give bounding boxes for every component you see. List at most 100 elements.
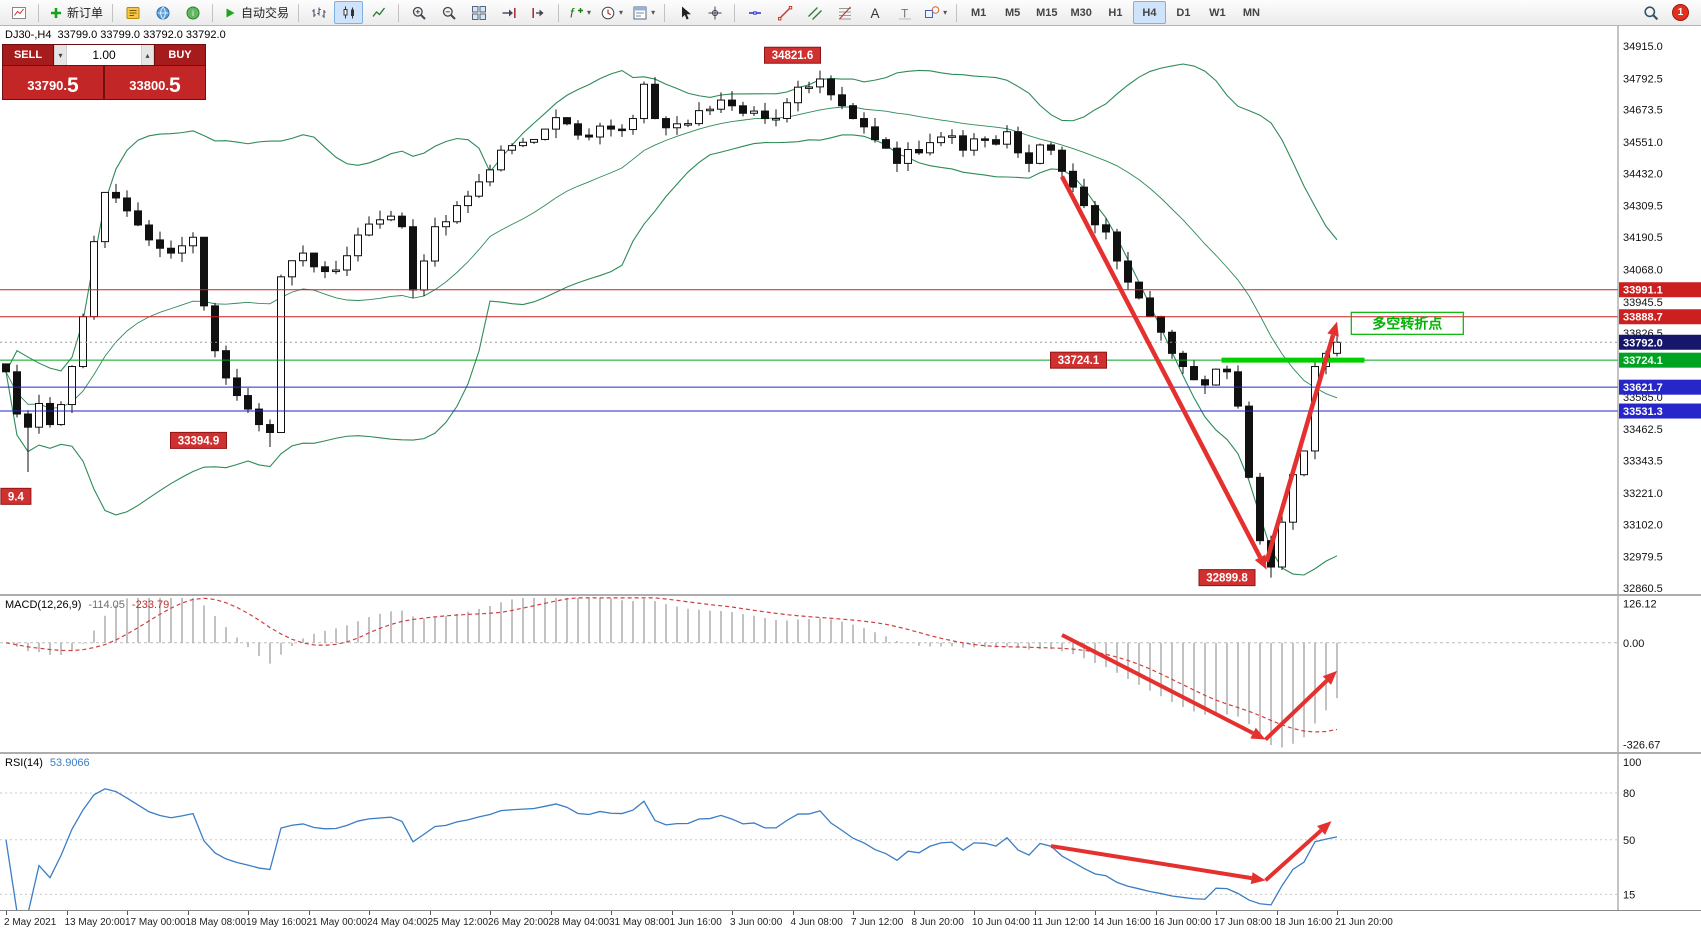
timeframe-m1[interactable]: M1 bbox=[962, 1, 995, 24]
sell-price[interactable]: 33790.5 bbox=[3, 66, 105, 99]
time-axis-label: 17 Jun 08:00 bbox=[1214, 917, 1272, 928]
turning-point-label[interactable]: 多空转折点 bbox=[1351, 312, 1463, 334]
crosshair-icon bbox=[707, 5, 723, 21]
channel-icon bbox=[807, 5, 823, 21]
svg-text:33792.0: 33792.0 bbox=[1623, 337, 1663, 349]
timeframe-h4[interactable]: H4 bbox=[1133, 1, 1166, 24]
crosshair-button[interactable] bbox=[700, 1, 729, 24]
metaeditor-button[interactable] bbox=[118, 1, 147, 24]
chart-shift-icon bbox=[531, 5, 547, 21]
trendline-icon bbox=[777, 5, 793, 21]
buy-button[interactable]: BUY bbox=[155, 45, 205, 65]
time-axis-label: 17 May 00:00 bbox=[125, 917, 186, 928]
trendline-button[interactable] bbox=[770, 1, 799, 24]
macd-canvas[interactable]: 126.120.00-326.67 bbox=[0, 596, 1701, 752]
shapes-button[interactable]: ▾ bbox=[920, 1, 951, 24]
timeframe-m5[interactable]: M5 bbox=[996, 1, 1029, 24]
periods-button[interactable]: ▾ bbox=[596, 1, 627, 24]
time-tick bbox=[490, 911, 491, 915]
time-tick bbox=[1216, 911, 1217, 915]
svg-text:i: i bbox=[192, 9, 194, 18]
templates-button[interactable]: ▾ bbox=[628, 1, 659, 24]
timeframe-w1[interactable]: W1 bbox=[1201, 1, 1234, 24]
svg-text:A: A bbox=[870, 6, 879, 21]
time-axis-label: 31 May 08:00 bbox=[609, 917, 670, 928]
search-icon bbox=[1643, 5, 1659, 21]
rsi-value: 53.9066 bbox=[50, 757, 90, 769]
price-scale-badge: 33792.0 bbox=[1619, 335, 1701, 350]
community-icon: i bbox=[185, 5, 201, 21]
price-scale-badge: 33531.3 bbox=[1619, 404, 1701, 419]
timeframe-mn[interactable]: MN bbox=[1235, 1, 1268, 24]
price-annotation-label[interactable]: 9.4 bbox=[1, 488, 31, 504]
price-scale-tick: 34551.0 bbox=[1623, 137, 1663, 149]
price-annotation-label[interactable]: 32899.8 bbox=[1199, 570, 1255, 586]
price-annotation-label[interactable]: 33724.1 bbox=[1051, 352, 1107, 368]
time-tick bbox=[974, 911, 975, 915]
time-axis-label: 2 May 2021 bbox=[4, 917, 56, 928]
price-chart-canvas[interactable]: 34821.633394.933724.132899.89.4多空转折点3491… bbox=[0, 26, 1701, 594]
toolbar-separator bbox=[956, 4, 957, 22]
trend-arrow[interactable] bbox=[1266, 821, 1332, 880]
hline-icon bbox=[747, 5, 763, 21]
chart-line-button[interactable] bbox=[364, 1, 393, 24]
time-axis-label: 14 Jun 16:00 bbox=[1093, 917, 1151, 928]
notifications-badge[interactable]: 1 bbox=[1672, 4, 1689, 21]
hline-button[interactable] bbox=[740, 1, 769, 24]
new-chart-button[interactable] bbox=[4, 1, 33, 24]
buy-price[interactable]: 33800.5 bbox=[105, 66, 205, 99]
market-button[interactable] bbox=[148, 1, 177, 24]
timeframe-m30[interactable]: M30 bbox=[1065, 1, 1098, 24]
trend-arrow[interactable] bbox=[1062, 635, 1266, 740]
fibonacci-button[interactable] bbox=[830, 1, 859, 24]
price-scale-tick: 34190.5 bbox=[1623, 232, 1663, 244]
toolbar-separator bbox=[298, 4, 299, 22]
tile-windows-icon bbox=[471, 5, 487, 21]
indicators-button[interactable]: f▾ bbox=[564, 1, 595, 24]
text-icon: A bbox=[867, 5, 883, 21]
community-button[interactable]: i bbox=[178, 1, 207, 24]
sell-button[interactable]: SELL bbox=[3, 45, 53, 65]
symbol-period: DJ30-,H4 bbox=[5, 29, 51, 41]
indicators-icon: f bbox=[568, 5, 584, 21]
price-annotation-label[interactable]: 34821.6 bbox=[765, 47, 821, 63]
svg-text:33531.3: 33531.3 bbox=[1623, 406, 1663, 418]
tile-windows-button[interactable] bbox=[464, 1, 493, 24]
chart-bars-button[interactable] bbox=[304, 1, 333, 24]
timeframe-m15[interactable]: M15 bbox=[1030, 1, 1063, 24]
label-button[interactable]: T bbox=[890, 1, 919, 24]
time-tick bbox=[1277, 911, 1278, 915]
time-tick bbox=[611, 911, 612, 915]
new-order-button[interactable]: 新订单 bbox=[44, 1, 107, 24]
volume-input[interactable] bbox=[67, 45, 141, 65]
time-axis-label: 19 May 16:00 bbox=[246, 917, 307, 928]
time-axis-label: 1 Jun 16:00 bbox=[670, 917, 722, 928]
search-button[interactable] bbox=[1636, 1, 1665, 24]
auto-scroll-button[interactable] bbox=[494, 1, 523, 24]
channel-button[interactable] bbox=[800, 1, 829, 24]
text-button[interactable]: A bbox=[860, 1, 889, 24]
zoom-out-icon bbox=[441, 5, 457, 21]
zoom-in-button[interactable] bbox=[404, 1, 433, 24]
volume-increase-button[interactable]: ▴ bbox=[141, 45, 154, 65]
trend-arrow[interactable] bbox=[1051, 846, 1266, 884]
price-annotation-label[interactable]: 33394.9 bbox=[171, 432, 227, 448]
cursor-button[interactable] bbox=[670, 1, 699, 24]
chart-candles-button[interactable] bbox=[334, 1, 363, 24]
chart-shift-button[interactable] bbox=[524, 1, 553, 24]
svg-text:33724.1: 33724.1 bbox=[1058, 355, 1100, 367]
svg-text:9.4: 9.4 bbox=[8, 491, 25, 503]
zoom-in-icon bbox=[411, 5, 427, 21]
volume-decrease-button[interactable]: ▾ bbox=[54, 45, 67, 65]
periods-icon bbox=[600, 5, 616, 21]
auto-trading-button[interactable]: 自动交易 bbox=[218, 1, 293, 24]
timeframe-d1[interactable]: D1 bbox=[1167, 1, 1200, 24]
macd-signal-value: -233.79 bbox=[132, 599, 169, 611]
price-scale-badge: 33991.1 bbox=[1619, 282, 1701, 297]
timeframe-h1[interactable]: H1 bbox=[1099, 1, 1132, 24]
zoom-out-button[interactable] bbox=[434, 1, 463, 24]
